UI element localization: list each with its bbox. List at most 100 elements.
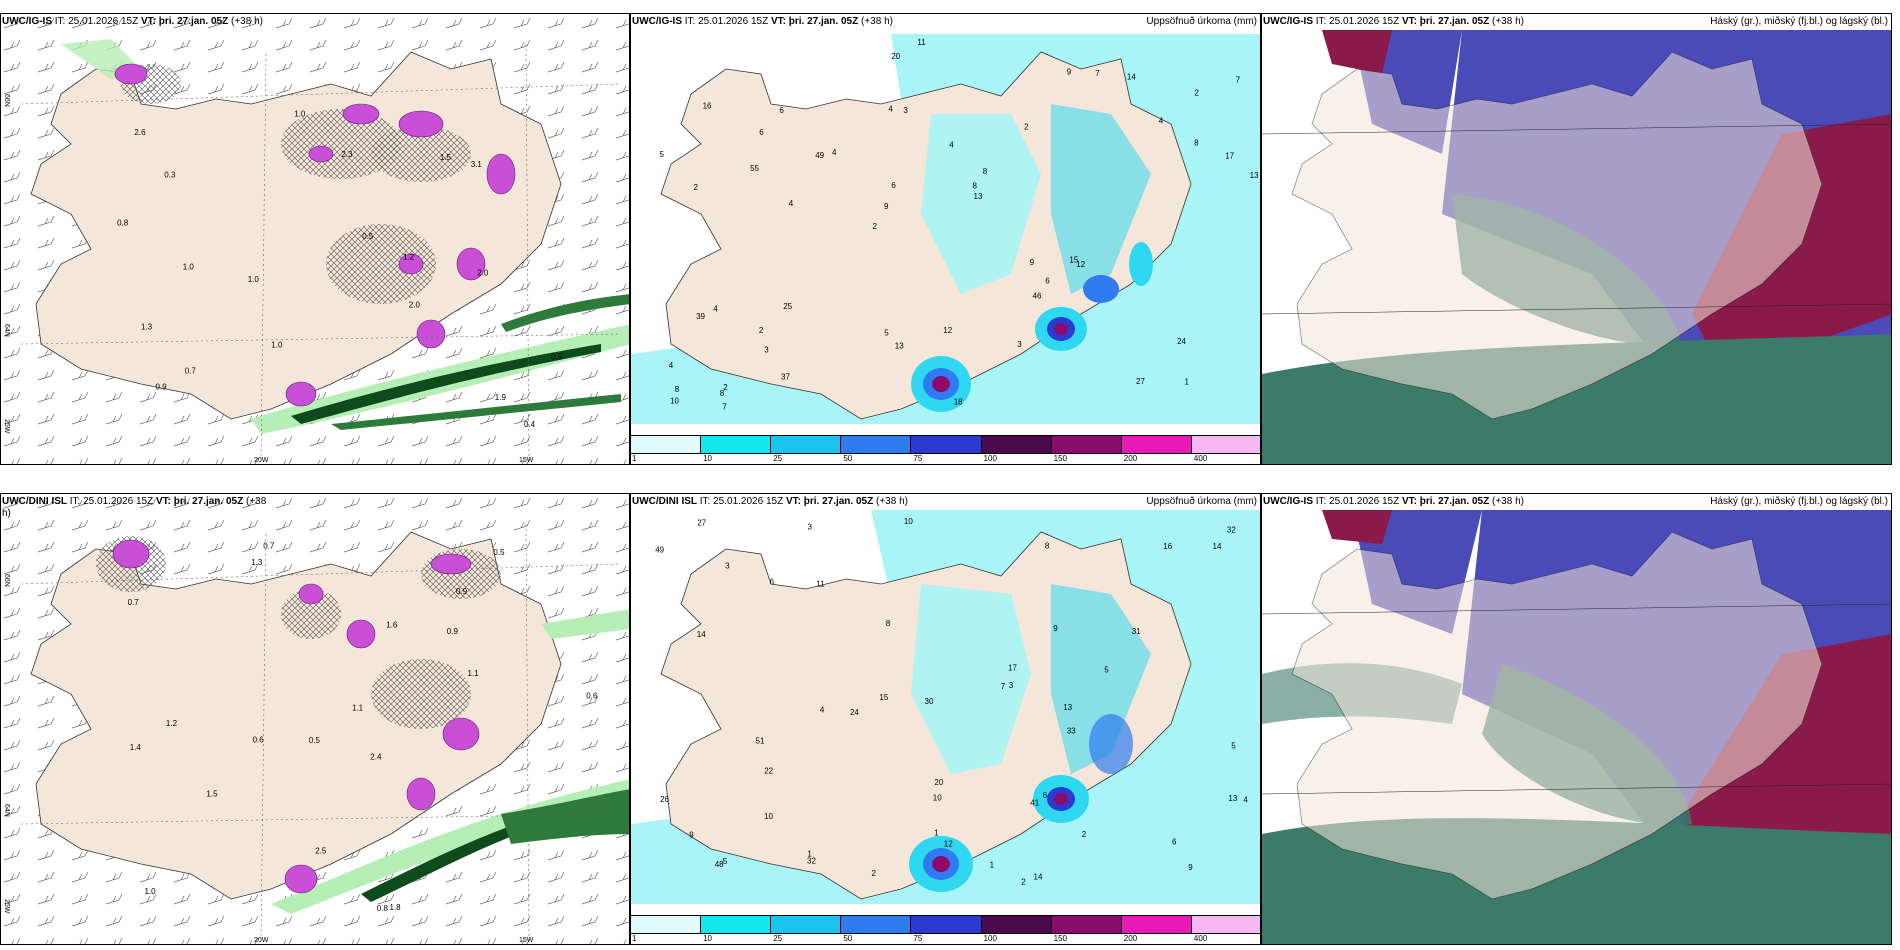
panel-title: UWC/IG-IS IT: 25.01.2026 15Z VT: þri. 27… [632,16,893,27]
value-label: 5 [660,150,665,159]
colorbar-segment [631,916,702,933]
value-label: 1.2 [403,253,415,262]
colorbar-tick: 400 [1193,934,1208,943]
lat-66n-label: 66N [3,94,10,107]
value-label: 3 [725,562,730,571]
value-label: 5 [1104,665,1109,674]
value-label: 1.3 [141,322,153,331]
value-label: 9 [689,830,694,839]
value-label: 1.5 [440,153,452,162]
value-label: 6 [1043,791,1048,800]
value-label: 0.5 [493,548,505,557]
value-label: 0.8 [377,904,389,913]
value-label: 1.0 [294,110,306,119]
colorbar-segment [911,436,982,453]
colorbar-tick: 150 [1053,934,1068,943]
value-label: 6 [770,578,775,587]
value-label: 0.8 [117,219,129,228]
colorbar-segment [911,916,982,933]
colorbar-segment [771,436,842,453]
panel-row1-wind-map: UWC/IG-IS IT: 25.01.2026 15Z VT: þri. 27… [0,13,630,465]
value-label: 1.0 [248,275,260,284]
value-label: 7 [1236,76,1241,85]
value-label: 13 [1228,794,1237,803]
colorbar-tick: 75 [913,454,923,463]
lat-64n-label: 64N [3,804,10,817]
value-label: 2.0 [477,268,489,277]
value-label: 14 [697,630,706,639]
lat-25w-label: 25W [3,419,10,434]
value-label: 25 [783,302,792,311]
colorbar [631,435,1260,454]
colorbar-tick: 50 [843,454,853,463]
value-label: 4 [713,304,718,313]
value-label: 0.9 [447,627,459,636]
value-label: 27 [1136,377,1145,386]
panel-row1-precip: UWC/IG-IS IT: 25.01.2026 15Z VT: þri. 27… [630,13,1261,465]
value-label: 10 [764,812,773,821]
panel-title: UWC/IG-IS IT: 25.01.2026 15Z VT: þri. 27… [1263,16,1524,27]
lon-15w-label: 15W [519,457,534,464]
lon-20w-label: 20W [254,937,269,944]
value-label: 1 [934,828,939,837]
pink-precip-cells [112,539,480,894]
lon-20w-label: 20W [254,457,269,464]
colorbar-tick: 200 [1123,454,1138,463]
green-precip-bands [271,609,629,914]
value-label: 49 [655,546,664,555]
value-label: 0.4 [524,420,536,429]
value-label: 13 [974,192,983,201]
value-label: 11 [917,38,926,47]
value-label: 16 [1163,542,1172,551]
value-label: 46 [1033,291,1042,300]
value-label: 4 [1159,116,1164,125]
panel-row2-wind-map: UWC/DINI ISL IT: 25.01.2026 15Z VT: þri.… [0,493,630,945]
value-label: 1.1 [468,669,480,678]
value-label: 30 [925,697,934,706]
value-label: 1.6 [386,621,398,630]
value-label: 0.3 [164,170,176,179]
pink-precip-cells [114,63,516,407]
wind-value-labels: 0.4 1.0 2.0 2.6 0.5 0.3 0.7 1.0 3.1 2.3 1.5 1.9 1.0 1… [117,110,562,430]
value-label: 6 [1172,838,1177,847]
value-label: 4 [1243,796,1248,805]
lat-64n-label: 64N [3,324,10,337]
value-label: 8 [983,167,988,176]
value-label: 14 [1127,72,1136,81]
value-label: 55 [750,164,759,173]
colorbar-segment [1121,916,1192,933]
colorbar-tick: 75 [913,934,923,943]
panel-title: UWC/DINI ISL IT: 25.01.2026 15Z VT: þri.… [2,496,267,519]
value-label: 2.3 [341,150,353,159]
value-label: 1.5 [206,790,218,799]
value-label: 0.5 [362,232,374,241]
value-label: 4 [789,199,794,208]
value-label: 1.0 [145,887,157,896]
panel-subtitle: Háský (gr.), miðský (fj.bl.) og lágský (… [1710,16,1888,27]
value-label: 2 [873,222,878,231]
value-label: 0.7 [263,542,275,551]
precip-maxima [909,714,1133,892]
value-label: 7 [1095,69,1100,78]
value-label: 3 [1017,340,1022,349]
value-label: 10 [670,396,679,405]
value-label: 39 [696,312,705,321]
value-label: 0.5 [309,736,321,745]
value-label: 1.0 [183,262,195,271]
value-label: 1.2 [166,719,178,728]
panel-title: UWC/IG-IS IT: 25.01.2026 15Z VT: þri. 27… [1263,496,1524,507]
value-label: 1.3 [251,558,263,567]
colorbar-tick: 150 [1053,454,1068,463]
value-label: 8 [675,385,680,394]
value-label: 8 [1194,139,1199,148]
value-label: 1 [990,861,995,870]
value-label: 2 [1082,830,1087,839]
value-label: 24 [1177,337,1186,346]
panel-row1-clouds: UWC/IG-IS IT: 25.01.2026 15Z VT: þri. 27… [1261,13,1892,465]
value-label: 10 [933,793,942,802]
lat-66n-label: 66N [3,574,10,587]
panel-row2-precip: UWC/DINI ISL IT: 25.01.2026 15Z VT: þri.… [630,493,1261,945]
colorbar-tick: 10 [703,934,713,943]
iceland-land [1291,531,1823,900]
value-label: 15 [1069,255,1078,264]
